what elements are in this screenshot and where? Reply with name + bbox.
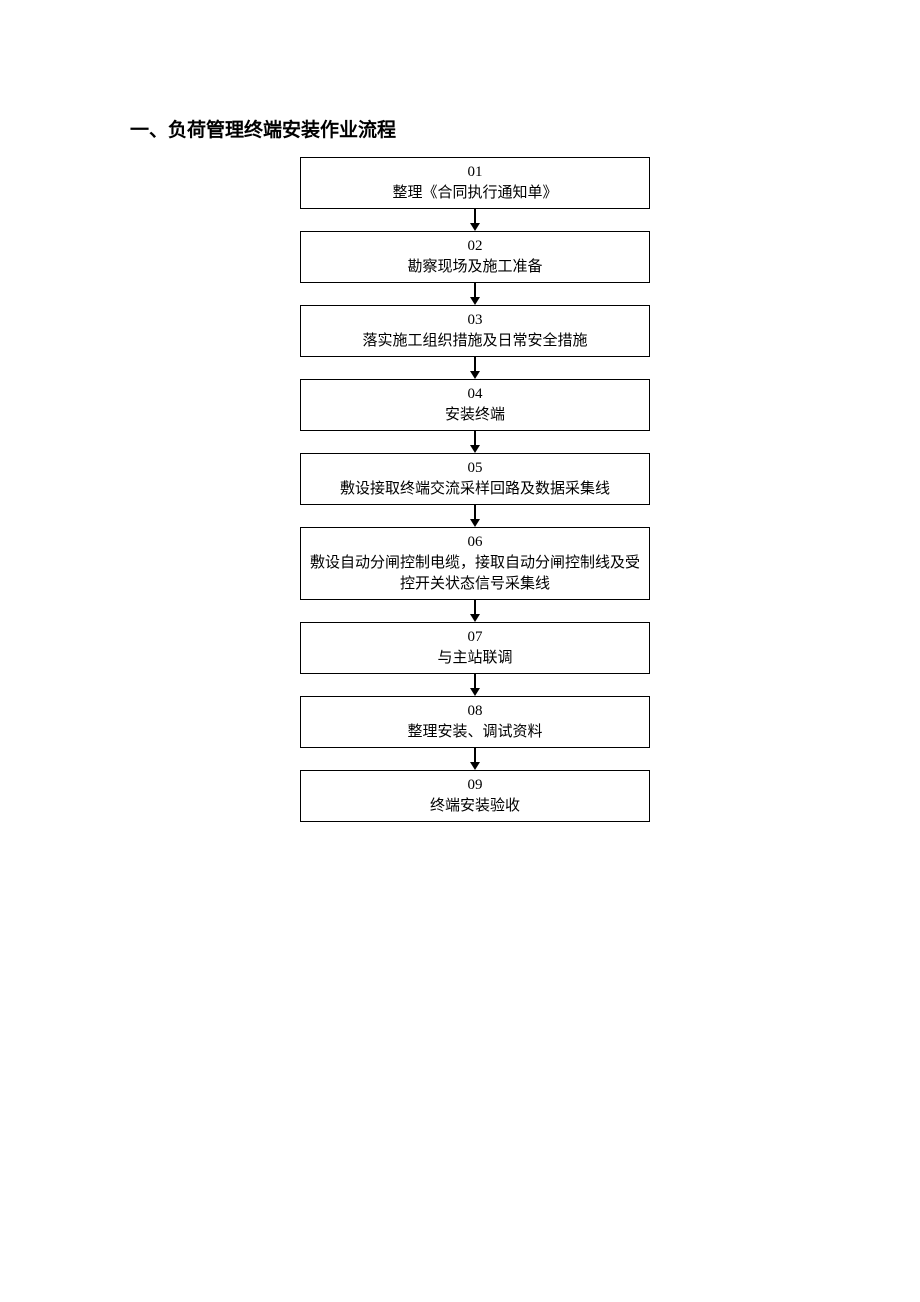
flow-node-number: 02 (309, 236, 641, 257)
flow-node: 09终端安装验收 (300, 770, 650, 822)
flow-node: 04安装终端 (300, 379, 650, 431)
flow-node-label: 终端安装验收 (309, 796, 641, 817)
flow-node: 02勘察现场及施工准备 (300, 231, 650, 283)
flow-arrow (465, 283, 485, 305)
flow-node-label: 与主站联调 (309, 648, 641, 669)
arrow-head-icon (470, 445, 480, 453)
flow-node-number: 06 (309, 532, 641, 553)
flow-node-number: 04 (309, 384, 641, 405)
flowchart-container: 01整理《合同执行通知单》 02勘察现场及施工准备 03落实施工组织措施及日常安全措… (300, 157, 650, 822)
arrow-line (474, 283, 476, 298)
flow-node-number: 03 (309, 310, 641, 331)
arrow-line (474, 748, 476, 763)
flow-node: 08整理安装、调试资料 (300, 696, 650, 748)
flow-node-number: 01 (309, 162, 641, 183)
flow-node: 05敷设接取终端交流采样回路及数据采集线 (300, 453, 650, 505)
arrow-head-icon (470, 614, 480, 622)
arrow-line (474, 674, 476, 689)
flow-node-label: 勘察现场及施工准备 (309, 257, 641, 278)
flow-arrow (465, 431, 485, 453)
flow-arrow (465, 357, 485, 379)
arrow-head-icon (470, 519, 480, 527)
flow-node: 01整理《合同执行通知单》 (300, 157, 650, 209)
flow-node: 06敷设自动分闸控制电缆，接取自动分闸控制线及受控开关状态信号采集线 (300, 527, 650, 600)
flow-arrow (465, 674, 485, 696)
page-title: 一、负荷管理终端安装作业流程 (130, 115, 396, 142)
flow-node-label: 安装终端 (309, 405, 641, 426)
flow-arrow (465, 748, 485, 770)
arrow-line (474, 357, 476, 372)
flow-node-number: 09 (309, 775, 641, 796)
arrow-line (474, 209, 476, 224)
flow-node-label: 落实施工组织措施及日常安全措施 (309, 331, 641, 352)
flow-node-label: 敷设自动分闸控制电缆，接取自动分闸控制线及受控开关状态信号采集线 (309, 553, 641, 595)
arrow-head-icon (470, 297, 480, 305)
flow-arrow (465, 600, 485, 622)
arrow-head-icon (470, 762, 480, 770)
arrow-line (474, 431, 476, 446)
flow-node-label: 整理安装、调试资料 (309, 722, 641, 743)
flow-node: 03落实施工组织措施及日常安全措施 (300, 305, 650, 357)
arrow-line (474, 505, 476, 520)
flow-node: 07与主站联调 (300, 622, 650, 674)
flow-arrow (465, 209, 485, 231)
arrow-line (474, 600, 476, 615)
flow-arrow (465, 505, 485, 527)
flow-node-number: 08 (309, 701, 641, 722)
flow-node-label: 敷设接取终端交流采样回路及数据采集线 (309, 479, 641, 500)
flow-node-number: 07 (309, 627, 641, 648)
arrow-head-icon (470, 688, 480, 696)
flow-node-number: 05 (309, 458, 641, 479)
arrow-head-icon (470, 223, 480, 231)
flow-node-label: 整理《合同执行通知单》 (309, 183, 641, 204)
arrow-head-icon (470, 371, 480, 379)
